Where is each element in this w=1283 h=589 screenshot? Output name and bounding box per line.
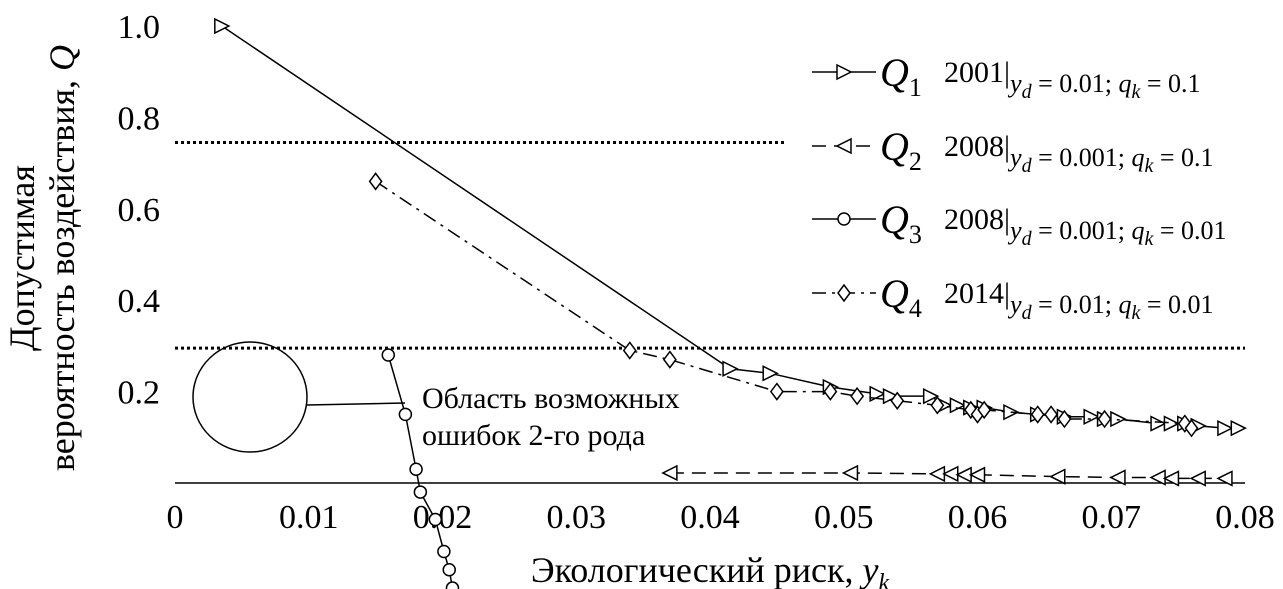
data-point	[949, 397, 967, 414]
data-point	[1163, 415, 1181, 432]
y-tick-label: 1.0	[118, 9, 161, 46]
y-tick-label: 0.6	[118, 192, 161, 229]
x-tick-label: 0.03	[547, 499, 607, 536]
legend-symbol: Q3	[880, 197, 922, 249]
data-point	[445, 581, 460, 589]
annotation-line2: ошибок 2-го рода	[422, 419, 645, 452]
legend-marker	[836, 63, 853, 81]
data-point	[368, 172, 383, 191]
annotation-leader-line	[306, 402, 406, 406]
y-tick-labels: 0.2 0.4 0.6 0.8 1.0	[118, 9, 161, 412]
data-point	[841, 464, 859, 482]
data-point	[1162, 470, 1180, 487]
x-tick-label: 0.06	[948, 499, 1008, 536]
legend-entry-Q3: Q3 2008|yd = 0.001; qk = 0.01	[812, 197, 1227, 250]
legend-label: 2001|yd = 0.01; qk = 0.1	[944, 56, 1201, 103]
data-point	[1044, 405, 1058, 424]
data-point	[662, 350, 677, 369]
x-tick-label: 0.04	[680, 499, 740, 536]
data-point	[930, 396, 945, 415]
data-point	[968, 466, 986, 483]
legend-label: 2008|yd = 0.001; qk = 0.01	[944, 203, 1227, 250]
data-point	[442, 563, 456, 577]
legend-entry-Q1: Q1 2001|yd = 0.01; qk = 0.1	[812, 50, 1201, 103]
y-axis-title-line2: вероятность воздействия, Q	[42, 45, 82, 471]
data-point	[1057, 409, 1072, 429]
data-point	[409, 462, 423, 476]
data-point	[1150, 415, 1167, 432]
legend-label: 2014|yd = 0.01; qk = 0.01	[944, 277, 1214, 324]
legend-entry-Q4: Q4 2014|yd = 0.01; qk = 0.01	[812, 271, 1214, 324]
data-point	[1189, 470, 1206, 487]
legend-marker	[835, 137, 852, 155]
data-point	[1109, 469, 1126, 486]
y-tick-label: 0.2	[118, 375, 161, 412]
legend-symbol: Q1	[880, 50, 922, 102]
data-point	[922, 387, 940, 405]
data-point	[823, 382, 838, 401]
data-point	[214, 17, 231, 35]
legend-marker	[837, 283, 851, 303]
data-point	[398, 407, 413, 422]
legend-symbol: Q4	[880, 271, 922, 323]
data-point	[1217, 419, 1234, 437]
series-line-Q4	[375, 180, 1192, 429]
inset-error-region	[192, 341, 460, 589]
series-Q2	[661, 464, 1233, 487]
data-point	[942, 465, 959, 483]
x-tick-label: 0.07	[1082, 499, 1142, 536]
x-tick-labels: 0 0.01 0.02 0.03 0.04 0.05 0.06 0.07 0.08	[167, 499, 1275, 536]
x-tick-label: 0.01	[279, 499, 339, 536]
data-point	[1083, 408, 1100, 425]
data-point	[437, 544, 451, 559]
data-point	[1030, 405, 1045, 424]
data-point	[722, 360, 739, 377]
legend-symbol: Q2	[880, 124, 922, 176]
x-tick-label: 0	[167, 499, 184, 536]
y-tick-label: 0.8	[118, 100, 161, 137]
data-point	[1049, 468, 1066, 485]
legend-entry-Q2: Q2 2008|yd = 0.001; qk = 0.1	[812, 124, 1214, 177]
annotation-line1: Область возможных	[422, 382, 680, 415]
data-point	[413, 485, 428, 499]
data-point	[850, 386, 865, 406]
data-point	[1216, 470, 1233, 487]
y-tick-label: 0.4	[118, 283, 161, 320]
data-point	[769, 382, 784, 401]
threshold-lines	[175, 141, 1245, 350]
data-point	[381, 348, 396, 362]
data-point	[1097, 409, 1112, 429]
data-point	[890, 391, 905, 410]
data-point	[622, 341, 637, 360]
error-region-circle	[192, 341, 308, 453]
y-axis-title-line1: Допустимая	[2, 165, 42, 351]
series	[214, 17, 1247, 487]
data-point	[977, 400, 992, 420]
x-axis-title: Экологический риск, yk	[531, 550, 890, 589]
legend: Q1 2001|yd = 0.01; qk = 0.1 Q2 2008|yd = 0.…	[812, 50, 1227, 324]
data-point	[428, 512, 443, 527]
x-tick-label: 0.02	[413, 499, 473, 536]
series-Q4	[368, 172, 1199, 438]
data-point	[1184, 418, 1199, 438]
x-tick-label: 0.08	[1215, 499, 1275, 536]
legend-marker	[837, 212, 851, 226]
legend-label: 2008|yd = 0.001; qk = 0.1	[944, 130, 1214, 177]
data-point	[1110, 410, 1127, 428]
data-point	[762, 365, 779, 382]
data-point	[661, 464, 678, 482]
data-point	[1230, 419, 1247, 437]
x-tick-label: 0.05	[814, 499, 874, 536]
